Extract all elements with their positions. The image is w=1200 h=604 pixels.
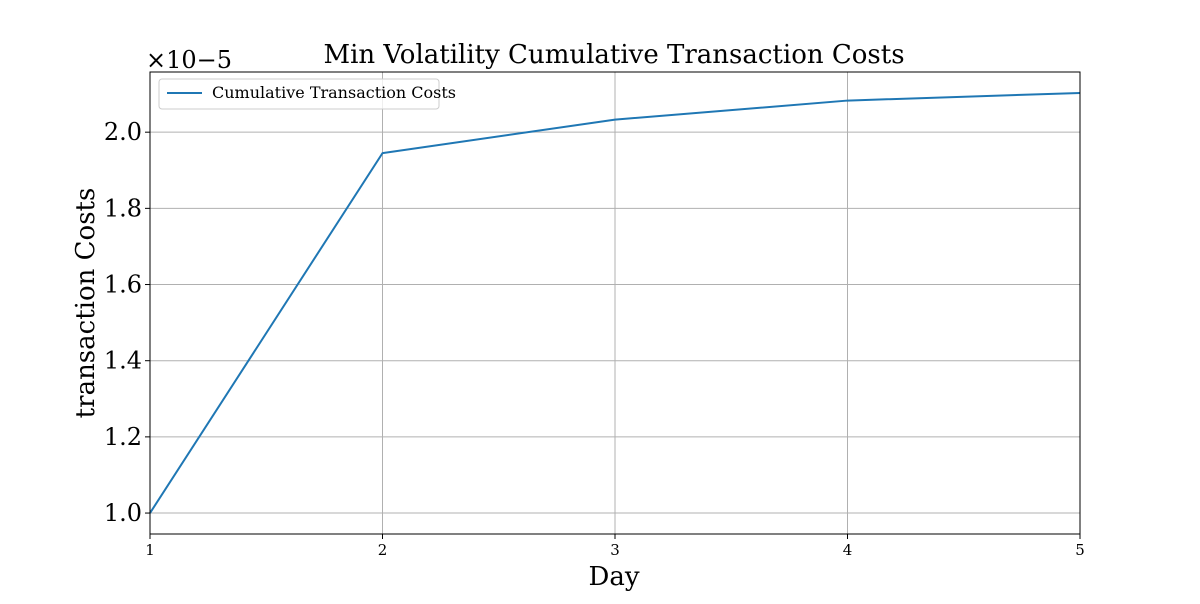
ticks: 1 2 3 4 5 1.0 1.2 1.4 1.6 1.8 2.0 <box>104 118 1085 559</box>
legend: Cumulative Transaction Costs <box>159 79 456 109</box>
x-tick-label: 4 <box>843 541 853 559</box>
y-tick-label: 1.6 <box>104 271 142 299</box>
y-tick-label: 1.0 <box>104 499 142 527</box>
y-tick-label: 2.0 <box>104 118 142 146</box>
chart-title: Min Volatility Cumulative Transaction Co… <box>323 40 904 70</box>
x-tick-label: 5 <box>1075 541 1085 559</box>
grid <box>150 72 1080 534</box>
y-axis-offset-text: ×10−5 <box>146 46 232 74</box>
y-axis-label: transaction Costs <box>71 188 101 419</box>
y-tick-label: 1.2 <box>104 423 142 451</box>
y-tick-label: 1.8 <box>104 194 142 222</box>
x-tick-label: 1 <box>145 541 155 559</box>
legend-label: Cumulative Transaction Costs <box>212 83 456 102</box>
x-tick-label: 2 <box>378 541 388 559</box>
x-axis-label: Day <box>588 562 639 592</box>
y-tick-label: 1.4 <box>104 347 142 375</box>
x-tick-label: 3 <box>610 541 620 559</box>
